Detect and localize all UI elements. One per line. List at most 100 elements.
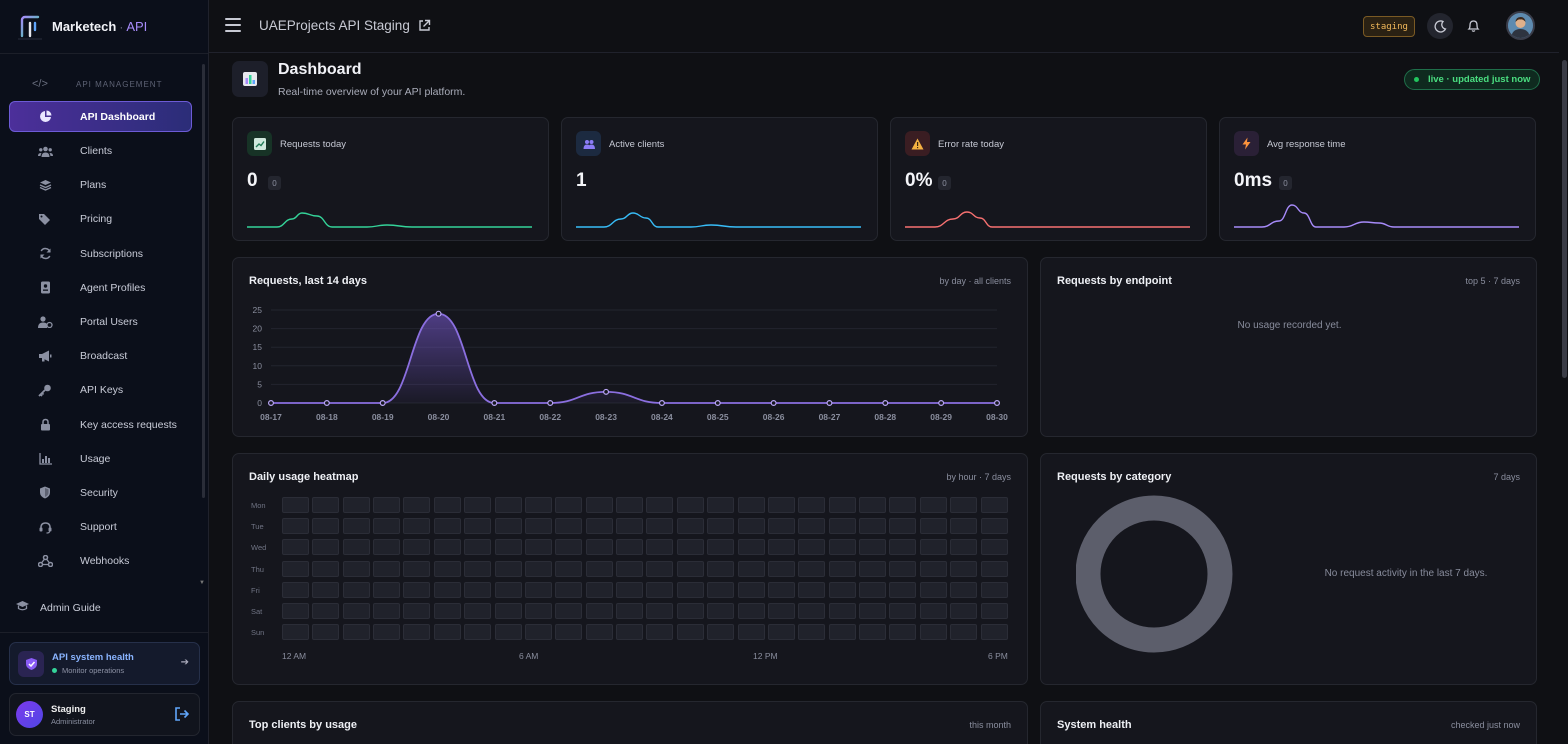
heatmap-cell[interactable] — [980, 539, 1008, 556]
heatmap-cell[interactable] — [707, 539, 735, 556]
heatmap-cell[interactable] — [646, 581, 674, 598]
heatmap-cell[interactable] — [282, 603, 309, 619]
heatmap-cell[interactable] — [585, 539, 613, 556]
heatmap-cell[interactable] — [737, 539, 765, 556]
sidebar-item-clients[interactable]: Clients — [9, 134, 192, 168]
heatmap-cell[interactable] — [403, 581, 431, 598]
heatmap-cell[interactable] — [524, 581, 552, 598]
heatmap-cell[interactable] — [616, 624, 644, 641]
heatmap-cell[interactable] — [859, 560, 887, 577]
heatmap-cell[interactable] — [524, 518, 552, 535]
heatmap-cell[interactable] — [919, 581, 947, 598]
heatmap-cell[interactable] — [676, 497, 704, 513]
heatmap-cell[interactable] — [859, 624, 887, 641]
sidebar-item-portal-users[interactable]: Portal Users — [9, 305, 192, 339]
heatmap-cell[interactable] — [464, 603, 492, 619]
heatmap-cell[interactable] — [980, 518, 1008, 535]
heatmap-cell[interactable] — [798, 539, 826, 556]
heatmap-cell[interactable] — [433, 518, 461, 535]
sidebar-item-agent-profiles[interactable]: Agent Profiles — [9, 271, 192, 305]
heatmap-cell[interactable] — [555, 497, 583, 513]
heatmap-cell[interactable] — [889, 581, 917, 598]
heatmap-cell[interactable] — [373, 518, 401, 535]
heatmap-cell[interactable] — [403, 560, 431, 577]
heatmap-cell[interactable] — [798, 581, 826, 598]
heatmap-cell[interactable] — [919, 624, 947, 641]
heatmap-cell[interactable] — [767, 603, 795, 619]
heatmap-cell[interactable] — [919, 539, 947, 556]
heatmap-cell[interactable] — [737, 624, 765, 641]
heatmap-cell[interactable] — [494, 560, 522, 577]
sidebar-item-subscriptions[interactable]: Subscriptions — [9, 237, 192, 271]
heatmap-cell[interactable] — [859, 603, 887, 619]
heatmap-cell[interactable] — [828, 497, 856, 513]
heatmap-cell[interactable] — [889, 539, 917, 556]
heatmap-cell[interactable] — [707, 581, 735, 598]
heatmap-cell[interactable] — [646, 539, 674, 556]
heatmap-cell[interactable] — [494, 581, 522, 598]
heatmap-cell[interactable] — [676, 539, 704, 556]
heatmap-cell[interactable] — [494, 603, 522, 619]
heatmap-cell[interactable] — [282, 518, 309, 535]
heatmap-cell[interactable] — [950, 539, 978, 556]
heatmap-cell[interactable] — [494, 539, 522, 556]
heatmap-cell[interactable] — [798, 603, 826, 619]
heatmap-cell[interactable] — [798, 518, 826, 535]
heatmap-cell[interactable] — [707, 560, 735, 577]
heatmap-cell[interactable] — [616, 518, 644, 535]
heatmap-cell[interactable] — [616, 539, 644, 556]
heatmap-cell[interactable] — [464, 560, 492, 577]
heatmap-cell[interactable] — [433, 624, 461, 641]
heatmap-cell[interactable] — [312, 518, 340, 535]
heatmap-cell[interactable] — [464, 539, 492, 556]
heatmap-cell[interactable] — [707, 624, 735, 641]
main-scrollbar[interactable] — [1562, 60, 1567, 378]
heatmap-cell[interactable] — [646, 518, 674, 535]
heatmap-cell[interactable] — [403, 497, 431, 513]
heatmap-cell[interactable] — [403, 518, 431, 535]
heatmap-cell[interactable] — [889, 603, 917, 619]
sidebar-item-key-access-requests[interactable]: Key access requests — [9, 408, 192, 442]
heatmap-cell[interactable] — [524, 624, 552, 641]
heatmap-cell[interactable] — [585, 560, 613, 577]
heatmap-cell[interactable] — [950, 518, 978, 535]
heatmap-cell[interactable] — [464, 497, 492, 513]
heatmap-cell[interactable] — [342, 624, 370, 641]
heatmap-cell[interactable] — [767, 560, 795, 577]
heatmap-cell[interactable] — [433, 539, 461, 556]
heatmap-cell[interactable] — [464, 581, 492, 598]
heatmap-cell[interactable] — [646, 497, 674, 513]
heatmap-cell[interactable] — [889, 497, 917, 513]
heatmap-cell[interactable] — [433, 560, 461, 577]
heatmap-cell[interactable] — [828, 581, 856, 598]
moon-icon[interactable] — [1427, 13, 1453, 39]
heatmap-cell[interactable] — [524, 560, 552, 577]
heatmap-cell[interactable] — [585, 624, 613, 641]
heatmap-cell[interactable] — [494, 624, 522, 641]
heatmap-cell[interactable] — [676, 581, 704, 598]
heatmap-cell[interactable] — [524, 539, 552, 556]
heatmap-cell[interactable] — [889, 624, 917, 641]
heatmap-cell[interactable] — [737, 603, 765, 619]
heatmap-cell[interactable] — [980, 497, 1008, 513]
heatmap-cell[interactable] — [342, 560, 370, 577]
heatmap-cell[interactable] — [859, 581, 887, 598]
heatmap-cell[interactable] — [585, 518, 613, 535]
heatmap-cell[interactable] — [859, 539, 887, 556]
logout-icon[interactable] — [174, 707, 190, 724]
heatmap-cell[interactable] — [646, 603, 674, 619]
heatmap-cell[interactable] — [737, 518, 765, 535]
heatmap-cell[interactable] — [373, 603, 401, 619]
user-avatar[interactable] — [1506, 11, 1535, 40]
heatmap-cell[interactable] — [373, 560, 401, 577]
heatmap-cell[interactable] — [373, 497, 401, 513]
heatmap-cell[interactable] — [312, 539, 340, 556]
heatmap-cell[interactable] — [433, 497, 461, 513]
heatmap-cell[interactable] — [676, 560, 704, 577]
heatmap-cell[interactable] — [312, 603, 340, 619]
heatmap-cell[interactable] — [950, 560, 978, 577]
sidebar-item-broadcast[interactable]: Broadcast — [9, 339, 192, 373]
sidebar-item-api-keys[interactable]: API Keys — [9, 373, 192, 407]
heatmap-cell[interactable] — [798, 497, 826, 513]
heatmap-cell[interactable] — [616, 497, 644, 513]
